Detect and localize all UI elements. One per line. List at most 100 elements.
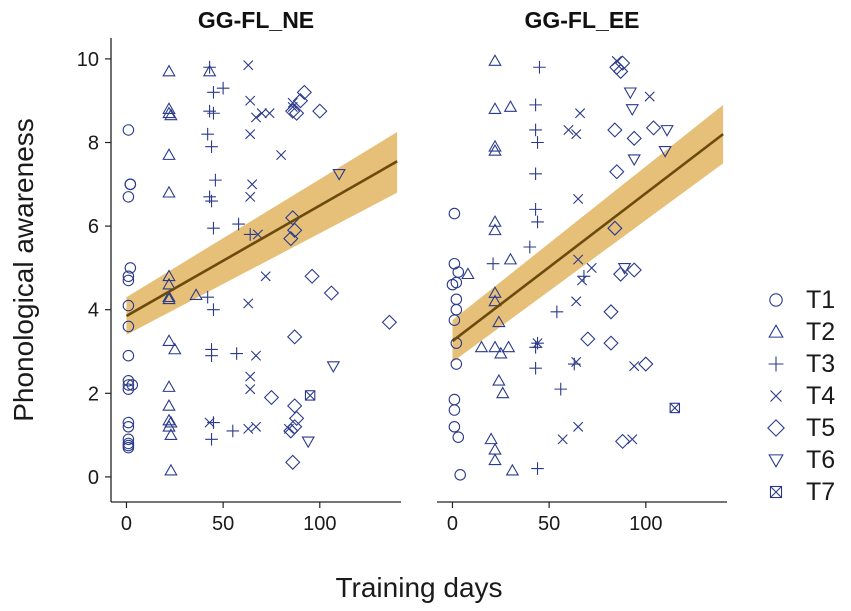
point-t2 <box>164 108 178 121</box>
point-t5 <box>292 93 309 109</box>
x-tick-label: 50 <box>538 513 560 535</box>
point-t2 <box>503 100 518 112</box>
point-t3 <box>230 347 243 360</box>
data-points <box>122 60 398 476</box>
point-t3 <box>207 221 220 235</box>
panel-gg-fl-ee: GG-FL_EE 0 50 100 <box>437 7 727 535</box>
point-t1 <box>122 379 135 391</box>
point-t4 <box>260 271 271 282</box>
point-t5 <box>580 331 596 347</box>
point-t1 <box>122 320 135 333</box>
point-t4 <box>250 112 262 123</box>
point-t5 <box>607 122 623 138</box>
point-t3 <box>523 240 537 254</box>
point-t3 <box>531 215 544 229</box>
point-t2 <box>162 64 176 77</box>
y-tick-label: 2 <box>88 383 99 405</box>
point-t2 <box>488 294 502 307</box>
point-t3 <box>529 98 542 112</box>
point-t3 <box>203 60 216 74</box>
x-tick-label: 0 <box>447 513 458 535</box>
x-tick-label: 100 <box>303 513 336 535</box>
point-t2 <box>162 290 176 303</box>
legend-symbol-t6-icon <box>768 454 784 468</box>
x-tick-label: 100 <box>629 513 662 535</box>
legend-symbol-t1-icon <box>769 293 783 307</box>
point-t4 <box>644 91 655 102</box>
point-t4 <box>276 149 287 161</box>
point-t2 <box>164 428 178 440</box>
point-t3 <box>203 104 216 118</box>
legend-symbol-t5-icon <box>767 419 785 437</box>
point-t2 <box>162 419 176 432</box>
point-t5 <box>312 103 328 119</box>
point-t3 <box>205 432 218 446</box>
point-t6 <box>617 263 632 275</box>
point-t6 <box>326 361 341 374</box>
point-t4 <box>245 371 256 382</box>
point-t6 <box>301 436 315 449</box>
point-t5 <box>304 268 320 284</box>
x-tick-label: 0 <box>121 513 132 535</box>
point-t3 <box>207 86 220 99</box>
point-t4 <box>245 95 256 106</box>
panel-title: GG-FL_EE <box>524 7 639 33</box>
confidence-band <box>126 132 398 335</box>
point-t2 <box>164 463 178 476</box>
y-tick-label: 10 <box>77 49 99 71</box>
point-t3 <box>531 462 544 475</box>
legend-marker <box>768 454 784 468</box>
point-t4 <box>243 298 254 309</box>
point-t2 <box>162 334 176 346</box>
point-t2 <box>503 252 518 265</box>
point-t5 <box>609 164 625 180</box>
point-t4 <box>243 423 254 434</box>
point-t5 <box>285 103 301 119</box>
legend-symbol-t3-icon <box>768 356 784 372</box>
point-t5 <box>287 222 303 238</box>
point-t5 <box>263 389 280 406</box>
point-t3 <box>554 382 568 396</box>
point-t1 <box>122 299 135 312</box>
point-t2 <box>488 453 502 466</box>
x-axis-ticks: 0 50 100 <box>447 513 663 535</box>
point-t2 <box>162 398 176 411</box>
point-t1 <box>122 420 135 433</box>
point-t4 <box>573 421 584 432</box>
point-t1 <box>448 393 461 406</box>
point-t3 <box>232 217 245 231</box>
point-t2 <box>488 215 502 227</box>
point-t3 <box>207 106 220 120</box>
point-t5 <box>323 285 340 301</box>
point-t4 <box>557 434 568 445</box>
point-t4 <box>245 129 256 140</box>
point-t1 <box>122 349 135 362</box>
point-t7 <box>304 390 316 401</box>
point-t7 <box>669 402 681 414</box>
point-t5 <box>626 130 642 146</box>
confidence-band <box>452 104 724 362</box>
legend-label: T1 <box>806 286 835 314</box>
point-t1 <box>122 416 135 429</box>
x-tick-label: 50 <box>212 513 234 535</box>
point-t1 <box>126 379 139 391</box>
point-t3 <box>226 424 240 438</box>
legend-label: T5 <box>806 414 835 442</box>
point-t5 <box>283 423 299 439</box>
point-t4 <box>532 338 543 349</box>
legend: T1 T2 T3 T4 T5 T6 T7 <box>767 286 835 506</box>
point-t2 <box>488 442 502 455</box>
point-t2 <box>492 315 506 328</box>
point-t2 <box>162 269 176 282</box>
point-t2 <box>162 106 176 119</box>
point-t6 <box>660 125 674 137</box>
point-t2 <box>189 288 203 300</box>
data-points <box>446 54 681 481</box>
point-t4 <box>573 254 584 265</box>
legend-marker <box>769 293 783 307</box>
point-t1 <box>450 293 463 306</box>
point-t1 <box>448 314 461 326</box>
point-t3 <box>529 361 542 375</box>
point-t4 <box>563 124 574 136</box>
